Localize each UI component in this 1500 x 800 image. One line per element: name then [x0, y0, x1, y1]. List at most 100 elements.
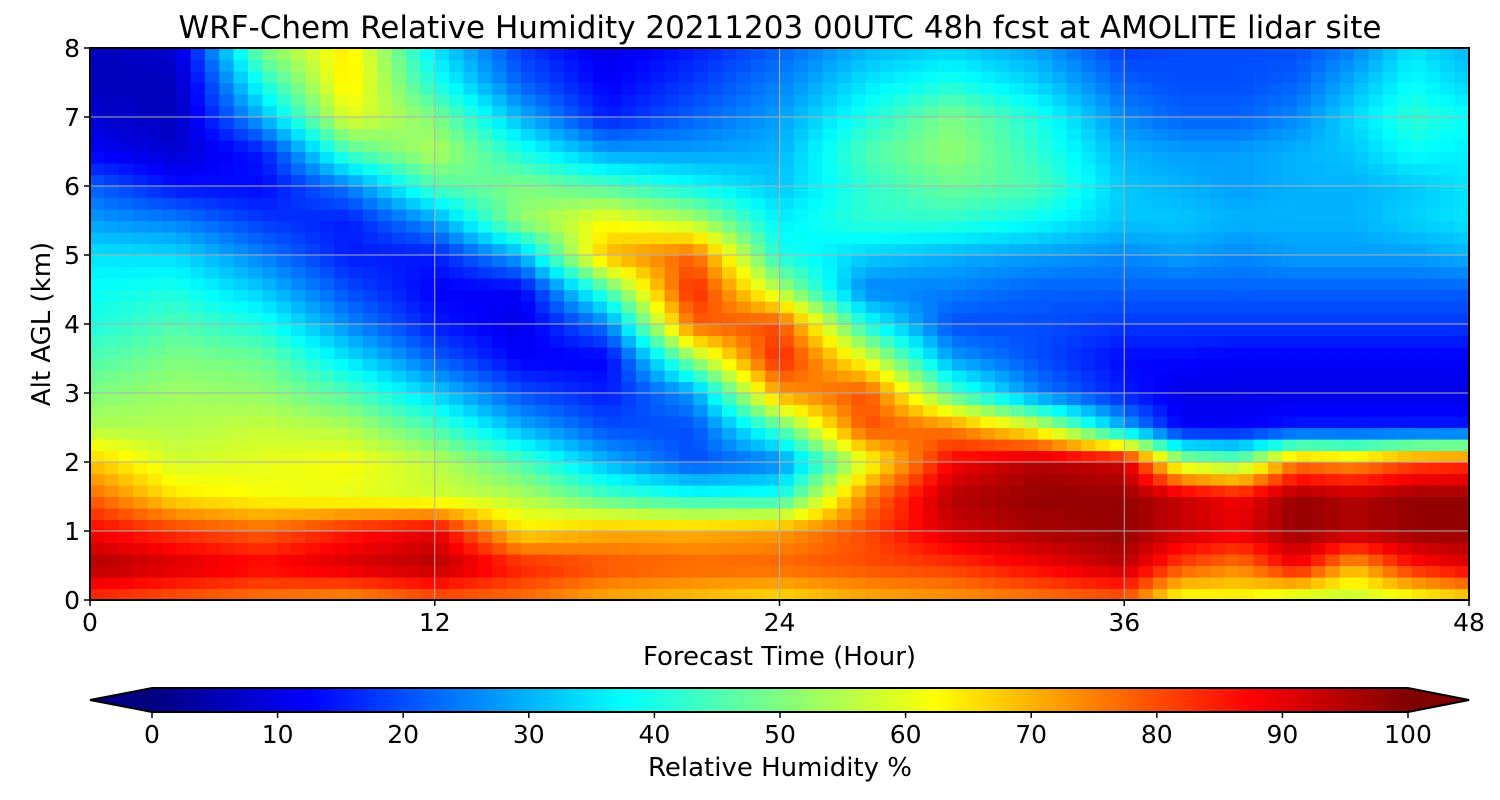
heatmap-cell: [750, 358, 766, 371]
heatmap-cell: [161, 266, 177, 279]
heatmap-cell: [750, 94, 766, 107]
heatmap-cell: [305, 128, 321, 141]
heatmap-cell: [1167, 554, 1183, 567]
heatmap-cell: [808, 255, 824, 268]
heatmap-cell: [118, 128, 134, 141]
heatmap-cell: [822, 554, 838, 567]
heatmap-cell: [549, 48, 565, 61]
heatmap-cell: [980, 404, 996, 417]
heatmap-cell: [1425, 220, 1441, 233]
heatmap-cell: [319, 577, 335, 590]
heatmap-cell: [1382, 289, 1398, 302]
heatmap-cell: [1052, 393, 1068, 406]
heatmap-cell: [1009, 289, 1025, 302]
heatmap-cell: [1052, 220, 1068, 233]
heatmap-cell: [1296, 48, 1312, 61]
heatmap-cell: [1382, 473, 1398, 486]
heatmap-cell: [176, 450, 192, 463]
heatmap-cell: [133, 588, 149, 600]
heatmap-cell: [506, 94, 522, 107]
heatmap-cell: [219, 117, 235, 130]
heatmap-cell: [262, 381, 278, 394]
heatmap-cell: [190, 381, 206, 394]
heatmap-cell: [621, 94, 637, 107]
heatmap-cell: [118, 312, 134, 325]
heatmap-cell: [1310, 416, 1326, 429]
heatmap-cell: [865, 496, 881, 509]
heatmap-cell: [693, 232, 709, 245]
heatmap-cell: [923, 393, 939, 406]
heatmap-cell: [104, 450, 120, 463]
heatmap-cell: [635, 404, 651, 417]
heatmap-cell: [1440, 462, 1456, 475]
heatmap-cell: [851, 404, 867, 417]
heatmap-cell: [1382, 48, 1398, 61]
heatmap-cell: [1023, 220, 1039, 233]
heatmap-cell: [549, 94, 565, 107]
heatmap-cell: [1009, 393, 1025, 406]
heatmap-cell: [1210, 450, 1226, 463]
heatmap-cell: [520, 117, 536, 130]
heatmap-cell: [621, 312, 637, 325]
heatmap-cell: [1138, 266, 1154, 279]
heatmap-cell: [578, 347, 594, 360]
heatmap-cell: [1196, 393, 1212, 406]
heatmap-cell: [1023, 266, 1039, 279]
heatmap-cell: [1109, 278, 1125, 291]
heatmap-cell: [1095, 186, 1111, 199]
heatmap-cell: [836, 209, 852, 222]
heatmap-cell: [520, 278, 536, 291]
heatmap-cell: [1224, 381, 1240, 394]
heatmap-cell: [434, 243, 450, 256]
heatmap-cell: [434, 335, 450, 348]
heatmap-cell: [808, 485, 824, 498]
heatmap-cell: [1167, 588, 1183, 600]
heatmap-cell: [736, 335, 752, 348]
heatmap-cell: [1066, 174, 1082, 187]
heatmap-cell: [808, 531, 824, 544]
heatmap-cell: [1368, 117, 1384, 130]
heatmap-cell: [549, 519, 565, 532]
heatmap-cell: [1109, 94, 1125, 107]
heatmap-cell: [549, 266, 565, 279]
heatmap-cell: [1167, 82, 1183, 95]
heatmap-cell: [1167, 174, 1183, 187]
heatmap-cell: [736, 381, 752, 394]
heatmap-cell: [793, 381, 809, 394]
heatmap-cell: [535, 485, 551, 498]
heatmap-cell: [937, 450, 953, 463]
heatmap-cell: [578, 82, 594, 95]
heatmap-cell: [707, 151, 723, 164]
heatmap-cell: [204, 542, 220, 555]
heatmap-cell: [492, 462, 508, 475]
heatmap-cell: [607, 473, 623, 486]
heatmap-cell: [779, 404, 795, 417]
heatmap-cell: [951, 117, 967, 130]
heatmap-cell: [664, 140, 680, 153]
heatmap-cell: [1454, 335, 1469, 348]
heatmap-cell: [1138, 358, 1154, 371]
heatmap-cell: [793, 565, 809, 578]
heatmap-cell: [908, 174, 924, 187]
heatmap-cell: [650, 151, 666, 164]
heatmap-cell: [176, 542, 192, 555]
heatmap-cell: [492, 255, 508, 268]
heatmap-cell: [463, 266, 479, 279]
heatmap-cell: [851, 220, 867, 233]
heatmap-cell: [1239, 542, 1255, 555]
heatmap-cell: [190, 197, 206, 210]
heatmap-cell: [1354, 163, 1370, 176]
heatmap-cell: [966, 151, 982, 164]
heatmap-cell: [1052, 577, 1068, 590]
heatmap-cell: [1368, 289, 1384, 302]
heatmap-cell: [1023, 358, 1039, 371]
heatmap-cell: [549, 105, 565, 118]
heatmap-cell: [822, 243, 838, 256]
heatmap-cell: [305, 117, 321, 130]
heatmap-cell: [578, 370, 594, 383]
heatmap-cell: [262, 542, 278, 555]
heatmap-cell: [1138, 462, 1154, 475]
heatmap-cell: [1296, 278, 1312, 291]
heatmap-cell: [377, 450, 393, 463]
heatmap-cell: [1368, 220, 1384, 233]
